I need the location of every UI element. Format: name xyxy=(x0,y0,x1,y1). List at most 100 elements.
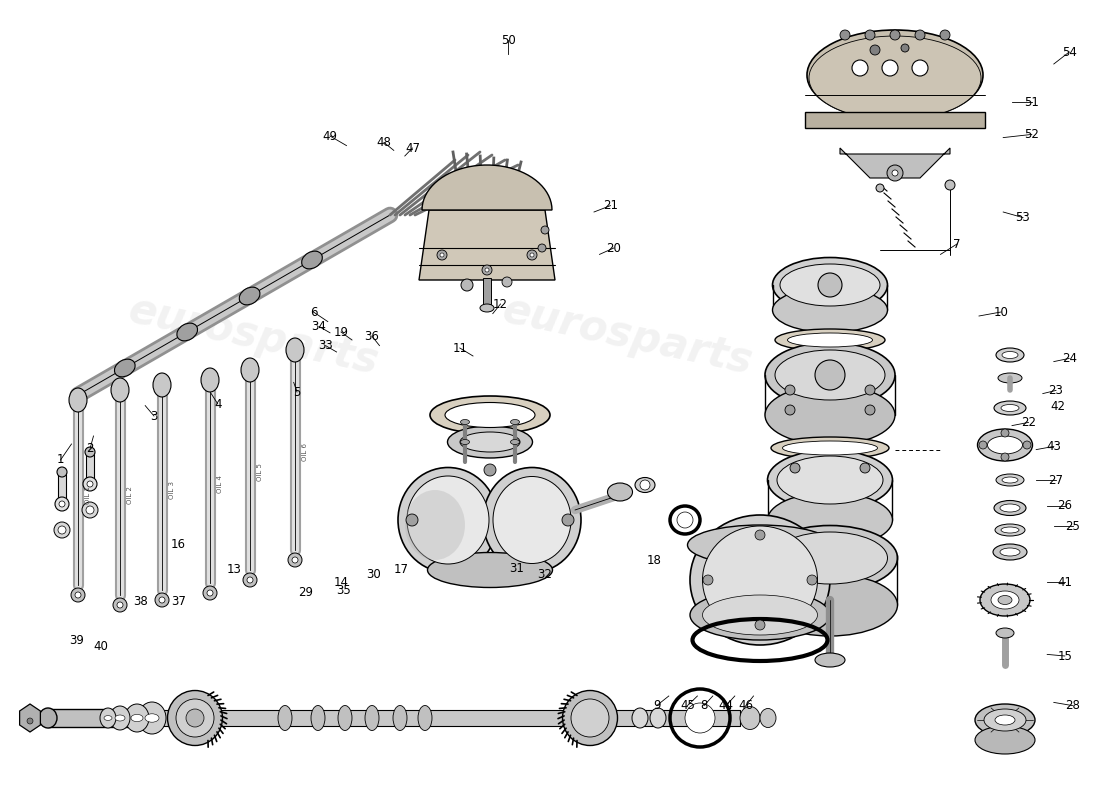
Text: 36: 36 xyxy=(364,330,380,342)
Ellipse shape xyxy=(571,699,609,737)
Ellipse shape xyxy=(650,708,666,728)
Ellipse shape xyxy=(690,590,830,640)
Circle shape xyxy=(530,253,533,257)
Text: 40: 40 xyxy=(94,640,109,653)
Ellipse shape xyxy=(772,287,888,333)
Circle shape xyxy=(86,506,94,514)
Circle shape xyxy=(527,250,537,260)
Text: 17: 17 xyxy=(394,563,409,576)
Circle shape xyxy=(703,575,713,585)
Ellipse shape xyxy=(1001,527,1019,533)
Circle shape xyxy=(437,250,447,260)
Ellipse shape xyxy=(1000,548,1020,556)
Ellipse shape xyxy=(984,709,1026,731)
Ellipse shape xyxy=(116,715,125,721)
Ellipse shape xyxy=(446,402,535,427)
Circle shape xyxy=(818,273,842,297)
Circle shape xyxy=(54,522,70,538)
Ellipse shape xyxy=(788,333,872,347)
Text: 32: 32 xyxy=(537,568,552,581)
Ellipse shape xyxy=(980,584,1030,616)
Circle shape xyxy=(562,514,574,526)
Ellipse shape xyxy=(996,474,1024,486)
Text: OIL 4: OIL 4 xyxy=(217,475,223,493)
Circle shape xyxy=(840,30,850,40)
Circle shape xyxy=(865,405,874,415)
Circle shape xyxy=(865,30,874,40)
Circle shape xyxy=(640,480,650,490)
Ellipse shape xyxy=(760,709,775,727)
Circle shape xyxy=(243,573,257,587)
Ellipse shape xyxy=(994,501,1026,515)
Ellipse shape xyxy=(301,251,322,269)
Text: 28: 28 xyxy=(1065,699,1080,712)
Ellipse shape xyxy=(510,419,519,425)
Ellipse shape xyxy=(607,483,632,501)
Polygon shape xyxy=(419,210,556,280)
Circle shape xyxy=(892,170,898,176)
Circle shape xyxy=(912,60,928,76)
Circle shape xyxy=(440,253,444,257)
Circle shape xyxy=(785,405,795,415)
Ellipse shape xyxy=(483,467,581,573)
Text: eurosparts: eurosparts xyxy=(124,289,382,383)
Text: 27: 27 xyxy=(1048,474,1064,486)
Ellipse shape xyxy=(186,709,204,727)
Ellipse shape xyxy=(632,708,648,728)
Ellipse shape xyxy=(988,436,1023,454)
Ellipse shape xyxy=(1001,405,1019,411)
Text: OIL 1: OIL 1 xyxy=(85,486,91,504)
Text: 10: 10 xyxy=(993,306,1009,318)
Text: 26: 26 xyxy=(1057,499,1072,512)
Ellipse shape xyxy=(994,401,1026,415)
Text: 49: 49 xyxy=(322,130,338,142)
Circle shape xyxy=(541,226,549,234)
Circle shape xyxy=(685,703,715,733)
Text: 48: 48 xyxy=(376,136,392,149)
Circle shape xyxy=(85,447,95,457)
Ellipse shape xyxy=(688,525,833,565)
Text: 46: 46 xyxy=(738,699,754,712)
Circle shape xyxy=(75,592,81,598)
Text: 50: 50 xyxy=(500,34,516,46)
Text: 15: 15 xyxy=(1057,650,1072,662)
Text: 43: 43 xyxy=(1046,440,1062,453)
Ellipse shape xyxy=(776,329,886,351)
Circle shape xyxy=(28,718,33,724)
Text: 51: 51 xyxy=(1024,96,1040,109)
Ellipse shape xyxy=(996,524,1025,536)
Text: 18: 18 xyxy=(647,554,662,566)
Ellipse shape xyxy=(448,426,532,458)
Ellipse shape xyxy=(461,419,470,425)
Text: 22: 22 xyxy=(1021,416,1036,429)
Text: 44: 44 xyxy=(718,699,734,712)
Circle shape xyxy=(676,512,693,528)
Circle shape xyxy=(484,464,496,476)
Ellipse shape xyxy=(768,493,892,547)
Circle shape xyxy=(1023,441,1031,449)
Circle shape xyxy=(155,593,169,607)
Ellipse shape xyxy=(690,515,830,645)
Ellipse shape xyxy=(460,432,520,452)
Circle shape xyxy=(865,385,874,395)
Ellipse shape xyxy=(975,726,1035,754)
Circle shape xyxy=(1001,453,1009,461)
Ellipse shape xyxy=(808,36,981,120)
Ellipse shape xyxy=(240,287,260,305)
Ellipse shape xyxy=(153,373,170,397)
Ellipse shape xyxy=(996,715,1015,725)
Ellipse shape xyxy=(975,704,1035,736)
Circle shape xyxy=(790,463,800,473)
Circle shape xyxy=(87,481,94,487)
Ellipse shape xyxy=(998,373,1022,383)
Text: 2: 2 xyxy=(87,442,94,454)
Ellipse shape xyxy=(740,706,760,730)
Text: 1: 1 xyxy=(57,454,64,466)
Text: 39: 39 xyxy=(69,634,85,646)
Ellipse shape xyxy=(177,323,198,341)
Ellipse shape xyxy=(461,439,470,445)
Ellipse shape xyxy=(138,702,166,734)
Text: 4: 4 xyxy=(214,398,221,410)
Ellipse shape xyxy=(1002,351,1018,358)
Text: eurosparts: eurosparts xyxy=(498,289,756,383)
